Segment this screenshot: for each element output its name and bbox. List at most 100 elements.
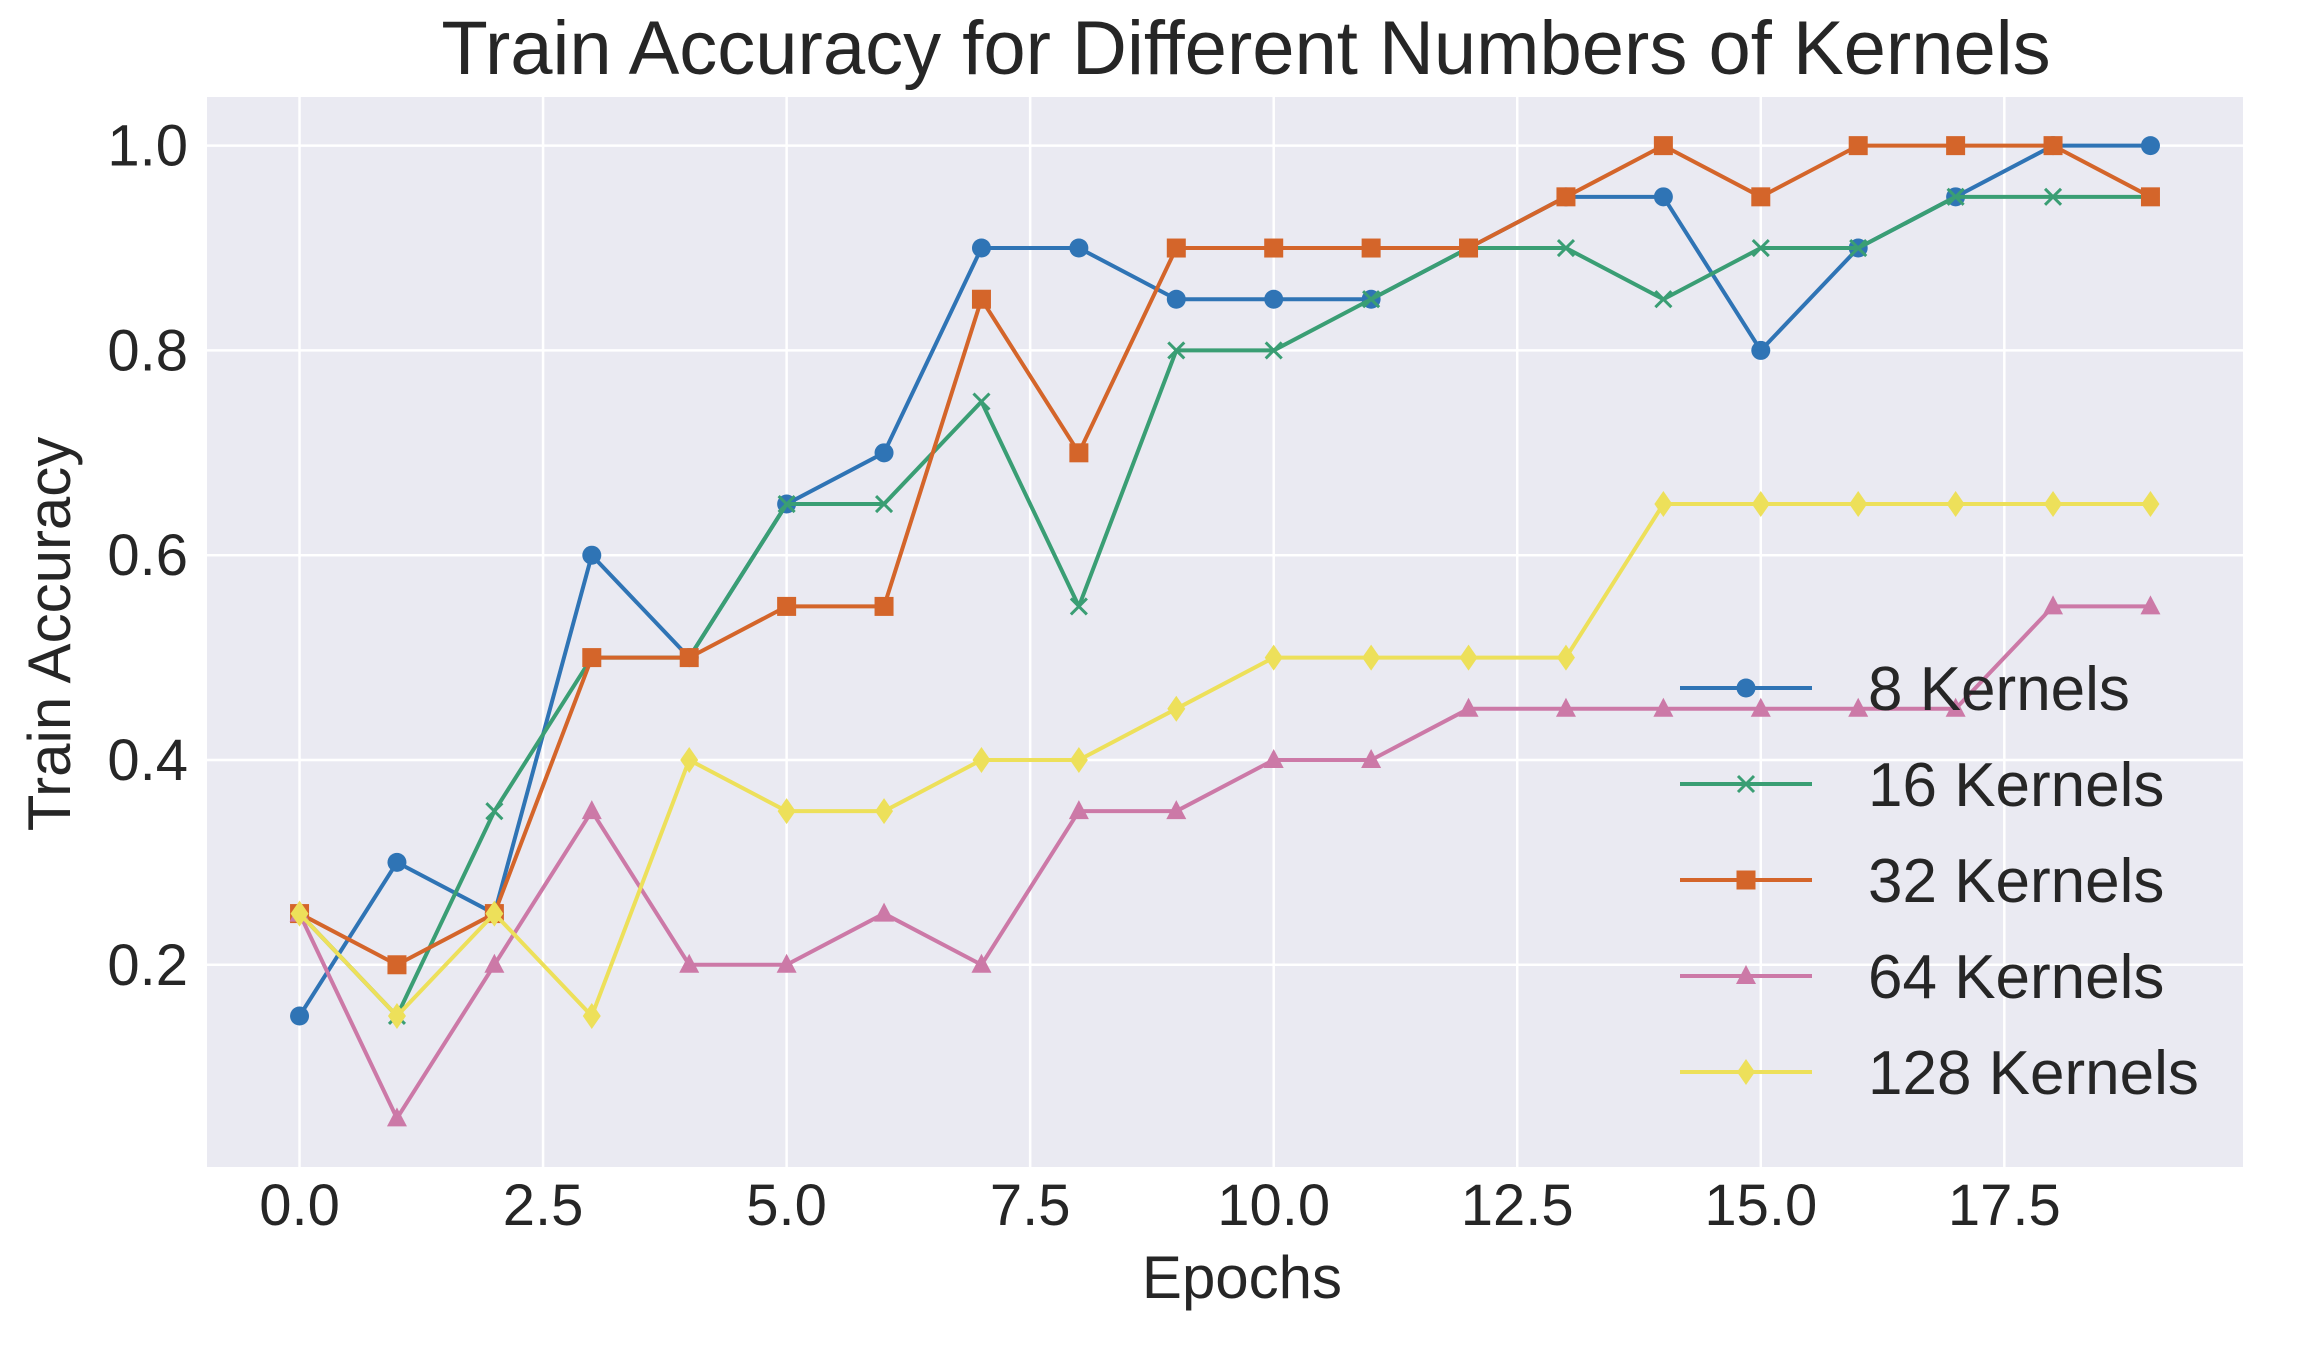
y-tick-label: 0.6 xyxy=(107,523,188,588)
data-point xyxy=(1264,289,1284,309)
data-point xyxy=(485,900,504,927)
series-line xyxy=(298,143,2152,967)
x-axis-ticks: 0.0 2.5 5.0 7.5 10.0 12.5 15.0 17.5 xyxy=(259,1173,2061,1238)
legend-label: 32 Kernels xyxy=(1868,847,2164,916)
legend-item: 16 Kernels xyxy=(1680,751,2164,820)
data-point xyxy=(874,902,895,922)
data-point xyxy=(874,596,894,616)
data-point xyxy=(1556,644,1575,671)
data-point xyxy=(971,289,991,309)
data-point xyxy=(1166,800,1187,820)
data-point xyxy=(1849,238,1868,258)
data-point xyxy=(1069,238,1089,258)
data-point xyxy=(2043,595,2064,615)
data-point xyxy=(1848,697,1869,717)
legend-marker xyxy=(1736,870,1756,890)
data-point xyxy=(972,392,991,411)
data-point xyxy=(1264,341,1283,360)
legend-item: 8 Kernels xyxy=(1680,655,2130,724)
data-point xyxy=(1750,697,1771,717)
x-tick-label: 10.0 xyxy=(1217,1173,1330,1238)
data-point xyxy=(1459,644,1478,671)
series-line xyxy=(297,604,2151,1121)
data-point xyxy=(1653,136,1673,156)
data-point xyxy=(680,746,699,773)
data-point xyxy=(1848,136,1868,156)
legend-item: 128 Kernels xyxy=(1680,1039,2199,1108)
data-point xyxy=(971,953,992,973)
data-point xyxy=(2043,187,2063,206)
y-tick-label: 1.0 xyxy=(107,114,188,179)
legend-label: 128 Kernels xyxy=(1868,1039,2199,1108)
data-point xyxy=(1945,697,1966,717)
data-point xyxy=(972,746,991,773)
data-point xyxy=(2141,491,2160,518)
data-point xyxy=(1849,491,1868,518)
data-point xyxy=(386,1107,407,1127)
data-point xyxy=(582,648,602,668)
data-point xyxy=(581,800,602,820)
data-point xyxy=(2140,595,2161,615)
data-point xyxy=(1069,746,1088,773)
legend-item: 32 Kernels xyxy=(1680,847,2164,916)
data-point xyxy=(2140,136,2160,156)
legend-label: 64 Kernels xyxy=(1868,943,2164,1012)
data-point xyxy=(387,1002,406,1029)
y-axis-label: Train Accuracy xyxy=(16,437,83,832)
data-point xyxy=(1069,597,1088,616)
x-tick-label: 7.5 xyxy=(990,1173,1071,1238)
x-axis-label: Epochs xyxy=(1142,1244,1342,1311)
data-point xyxy=(387,955,407,975)
data-point xyxy=(875,798,894,825)
data-point xyxy=(290,1006,310,1026)
data-point xyxy=(1556,238,1576,258)
x-tick-label: 15.0 xyxy=(1704,1173,1817,1238)
data-point xyxy=(1362,644,1381,671)
chart-title: Train Accuracy for Different Numbers of … xyxy=(441,6,2050,91)
data-point xyxy=(971,238,991,258)
data-point xyxy=(387,852,407,872)
y-axis-ticks: 0.2 0.4 0.6 0.8 1.0 xyxy=(107,114,188,998)
data-point xyxy=(1167,341,1186,360)
plot-area xyxy=(207,97,2243,1167)
data-point xyxy=(874,494,894,514)
data-point xyxy=(2044,491,2063,518)
legend-label: 16 Kernels xyxy=(1868,751,2164,820)
data-point xyxy=(582,1002,601,1029)
data-point xyxy=(776,953,797,973)
x-tick-label: 5.0 xyxy=(746,1173,827,1238)
legend-marker xyxy=(1736,774,1756,794)
legend-marker xyxy=(1736,678,1756,698)
data-point xyxy=(1068,800,1089,820)
data-point xyxy=(1362,290,1381,309)
y-tick-label: 0.4 xyxy=(107,728,188,793)
data-point xyxy=(1556,187,1576,207)
data-point xyxy=(1946,491,1965,518)
data-point xyxy=(1751,491,1770,518)
legend-label: 8 Kernels xyxy=(1868,655,2130,724)
data-point xyxy=(679,648,699,668)
data-point xyxy=(1264,644,1283,671)
data-point xyxy=(1751,187,1771,207)
data-point xyxy=(1263,748,1284,768)
x-tick-label: 12.5 xyxy=(1461,1173,1574,1238)
series-group xyxy=(289,136,2161,1127)
data-point xyxy=(777,494,796,514)
y-tick-label: 0.8 xyxy=(107,318,188,383)
data-point xyxy=(679,953,700,973)
data-point xyxy=(1166,238,1186,258)
data-point xyxy=(2043,136,2063,156)
data-point xyxy=(484,953,505,973)
data-point xyxy=(1751,238,1770,258)
data-point xyxy=(1167,695,1186,722)
y-tick-label: 0.2 xyxy=(107,933,188,998)
data-point xyxy=(1653,697,1674,717)
data-point xyxy=(1751,340,1771,360)
data-point xyxy=(1361,238,1381,258)
data-point xyxy=(1653,187,1673,207)
data-point xyxy=(1946,136,1966,156)
series-32-kernels xyxy=(290,136,2160,975)
x-tick-label: 2.5 xyxy=(503,1173,584,1238)
x-tick-label: 17.5 xyxy=(1948,1173,2061,1238)
